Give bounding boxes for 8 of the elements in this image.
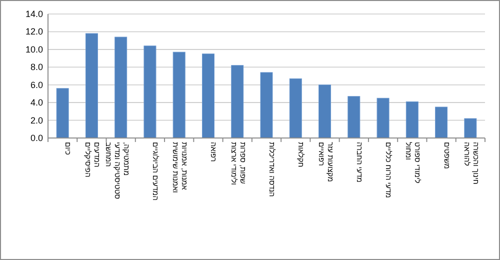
y-tick-label: 0.0 bbox=[30, 133, 43, 143]
y-tick-label: 4.0 bbox=[30, 98, 43, 108]
y-tick-label: 14.0 bbox=[25, 9, 43, 19]
y-tick-label: 2.0 bbox=[30, 115, 43, 126]
y-tick-label: 12.0 bbox=[25, 26, 43, 37]
y-tick-label: 10.0 bbox=[25, 44, 43, 54]
y-tick-label: 8.0 bbox=[30, 62, 43, 72]
y-tick-label: 6.0 bbox=[30, 80, 43, 90]
